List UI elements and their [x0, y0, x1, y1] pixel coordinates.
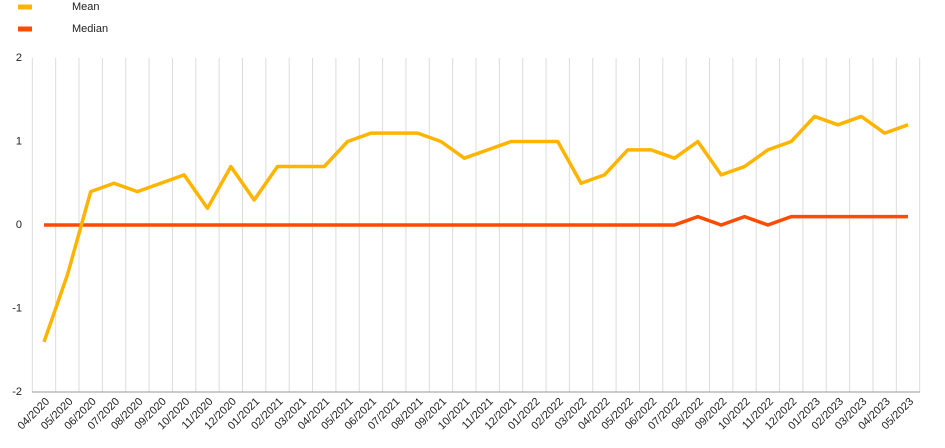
y-tick-label: 2: [16, 52, 22, 64]
series-line: [42, 114, 909, 343]
series-line: [44, 214, 908, 227]
legend-label: Mean: [72, 1, 100, 13]
y-tick-label: 0: [16, 219, 22, 231]
y-tick-label: -1: [12, 302, 22, 314]
y-tick-label: -2: [12, 386, 22, 398]
y-tick-label: 1: [16, 135, 22, 147]
legend-label: Median: [72, 23, 108, 35]
